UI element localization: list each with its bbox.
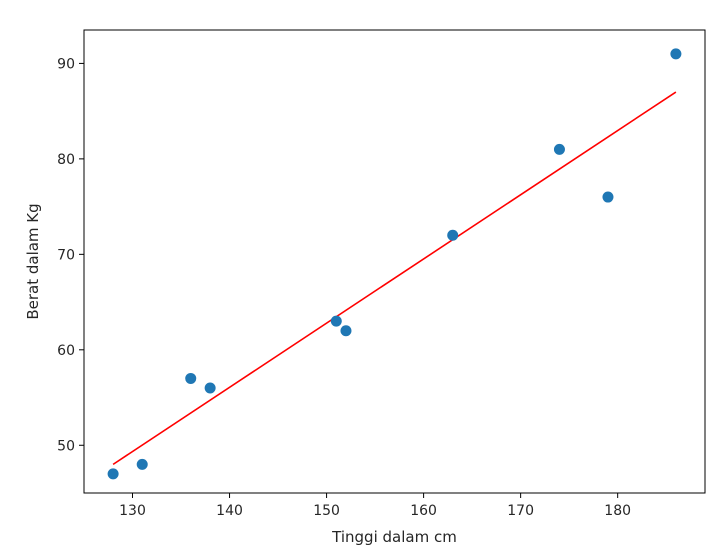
plot-frame <box>83 29 706 494</box>
data-point <box>447 229 459 241</box>
y-tick-label: 70 <box>57 247 75 263</box>
y-axis-label: Berat dalam Kg <box>24 203 42 319</box>
x-tick-label: 180 <box>604 503 631 519</box>
data-point <box>185 372 197 384</box>
y-tick-label: 80 <box>57 152 75 168</box>
x-axis-label: Tinggi dalam cm <box>331 528 457 546</box>
y-tick-label: 60 <box>57 343 75 359</box>
data-point <box>204 382 216 394</box>
data-point <box>553 143 565 155</box>
x-tick-label: 160 <box>410 503 437 519</box>
x-tick-label: 170 <box>507 503 534 519</box>
data-point <box>340 325 352 337</box>
plot-area <box>107 48 682 480</box>
x-tick-label: 130 <box>119 503 146 519</box>
axes: 130 140 150 160 170 180 50 60 70 80 90 <box>57 56 631 519</box>
fit-line <box>112 91 677 466</box>
y-tick-label: 50 <box>57 438 75 454</box>
y-tick-label: 90 <box>57 56 75 72</box>
data-point <box>107 468 119 480</box>
data-point <box>602 191 614 203</box>
data-point <box>330 315 342 327</box>
x-tick-label: 150 <box>313 503 340 519</box>
x-tick-label: 140 <box>216 503 243 519</box>
data-point <box>136 458 148 470</box>
data-point <box>670 48 682 60</box>
